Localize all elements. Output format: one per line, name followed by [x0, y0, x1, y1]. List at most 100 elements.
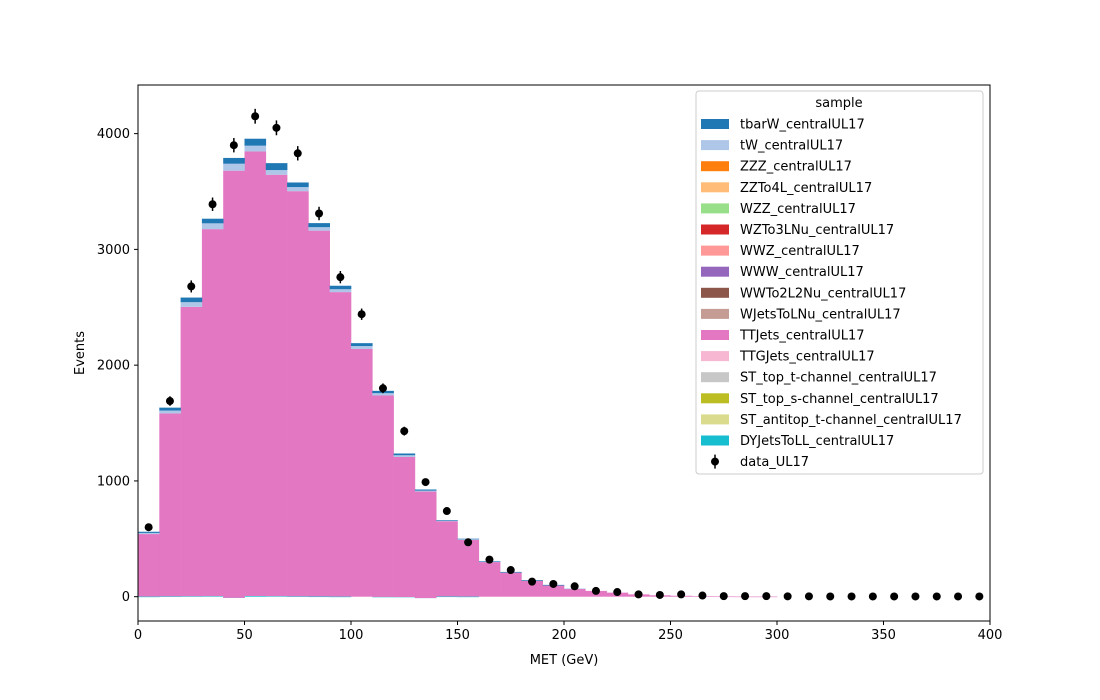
bar-segment	[351, 348, 373, 597]
bar-segment	[159, 413, 181, 597]
data-point	[783, 592, 792, 601]
bar-segment	[414, 491, 437, 599]
legend-marker	[711, 457, 719, 466]
bar-segment	[265, 170, 288, 175]
bar-segment	[329, 292, 352, 597]
data-point	[378, 384, 387, 393]
bar-segment	[436, 520, 458, 522]
y-tick-label: 2000	[97, 359, 130, 374]
data-point	[655, 590, 664, 599]
legend-label: WWZ_centralUL17	[740, 244, 860, 259]
legend-label: DYJetsToLL_centralUL17	[740, 434, 894, 449]
data-point	[613, 588, 622, 597]
data-point	[336, 273, 345, 282]
data-point	[315, 209, 324, 218]
bar-segment	[393, 455, 416, 457]
legend-label: ST_top_s-channel_centralUL17	[740, 392, 939, 407]
legend-swatch	[701, 435, 729, 446]
bar-segment	[138, 532, 160, 535]
data-point	[165, 397, 174, 406]
bar-segment	[287, 191, 309, 597]
data-point	[506, 566, 515, 575]
x-tick-label: 150	[445, 628, 470, 643]
data-point	[421, 478, 430, 487]
data-point	[464, 538, 473, 547]
legend-swatch	[701, 161, 729, 172]
legend-swatch	[701, 245, 729, 256]
bar-segment	[436, 521, 458, 597]
data-point	[847, 592, 856, 601]
bar-segment	[351, 343, 373, 347]
data-point	[549, 579, 558, 588]
legend-label: WWTo2L2Nu_centralUL17	[740, 286, 906, 301]
x-axis-label: MET (GeV)	[530, 653, 599, 668]
bar-segment	[393, 453, 416, 456]
bar-segment	[265, 174, 288, 597]
bar-segment	[457, 596, 480, 598]
data-point	[911, 592, 920, 601]
legend-label: WWW_centralUL17	[740, 265, 864, 280]
y-tick-label: 0	[122, 590, 130, 605]
bar-segment	[223, 157, 245, 164]
bar-segment	[393, 456, 416, 598]
bar-segment	[244, 595, 267, 597]
bar-segment	[138, 531, 160, 533]
bar-segment	[180, 302, 203, 307]
legend-swatch	[701, 182, 729, 193]
data-point	[251, 112, 260, 121]
legend-swatch	[701, 287, 729, 298]
bar-segment	[159, 410, 181, 414]
legend-label: ZZTo4L_centralUL17	[740, 181, 872, 196]
bar-segment	[201, 596, 224, 597]
y-tick-label: 1000	[97, 474, 130, 489]
legend-label: WZZ_centralUL17	[740, 202, 856, 217]
x-tick-label: 0	[134, 628, 142, 643]
legend-swatch	[701, 351, 729, 362]
bar-segment	[500, 572, 522, 597]
bar-segment	[244, 138, 267, 146]
bar-segment	[372, 393, 394, 396]
legend: sample tbarW_centralUL17 tW_centralUL17 ZZ…	[695, 90, 984, 475]
legend-label: WZTo3LNu_centralUL17	[740, 223, 894, 238]
bar-segment	[564, 588, 586, 597]
legend-label: tbarW_centralUL17	[740, 118, 865, 133]
bar-segment	[223, 170, 245, 598]
legend-swatch	[701, 372, 729, 383]
bar-segment	[329, 289, 352, 293]
bar-segment	[287, 187, 309, 192]
data-points	[144, 108, 984, 601]
x-tick-label: 400	[978, 628, 1003, 643]
bar-segment	[372, 596, 394, 598]
bar-segment	[457, 539, 480, 597]
data-point	[634, 590, 643, 599]
data-point	[442, 507, 451, 516]
data-point	[698, 591, 707, 600]
bar-segment	[138, 534, 160, 597]
legend-swatch	[701, 414, 729, 425]
data-point	[762, 592, 771, 601]
bar-segment	[223, 163, 245, 171]
data-point	[741, 592, 750, 601]
y-tick-label: 4000	[97, 127, 130, 142]
data-point	[591, 586, 600, 595]
bar-segment	[372, 395, 394, 597]
data-point	[890, 592, 899, 601]
data-point	[187, 282, 196, 291]
data-point	[208, 200, 217, 209]
bar-segment	[287, 596, 309, 597]
x-tick-label: 100	[339, 628, 364, 643]
data-point	[272, 123, 281, 132]
bar-segment	[308, 596, 330, 598]
data-point	[932, 592, 941, 601]
y-axis-label: Events	[73, 331, 88, 375]
bar-segment	[265, 596, 288, 597]
data-point	[954, 592, 963, 601]
bar-segment	[308, 223, 330, 228]
bar-segment	[287, 182, 309, 188]
bar-segment	[138, 596, 160, 598]
x-tick-label: 50	[236, 628, 253, 643]
bar-segment	[414, 489, 437, 491]
data-point	[975, 592, 984, 601]
bar-segment	[351, 346, 373, 349]
bar-segment	[436, 596, 458, 598]
